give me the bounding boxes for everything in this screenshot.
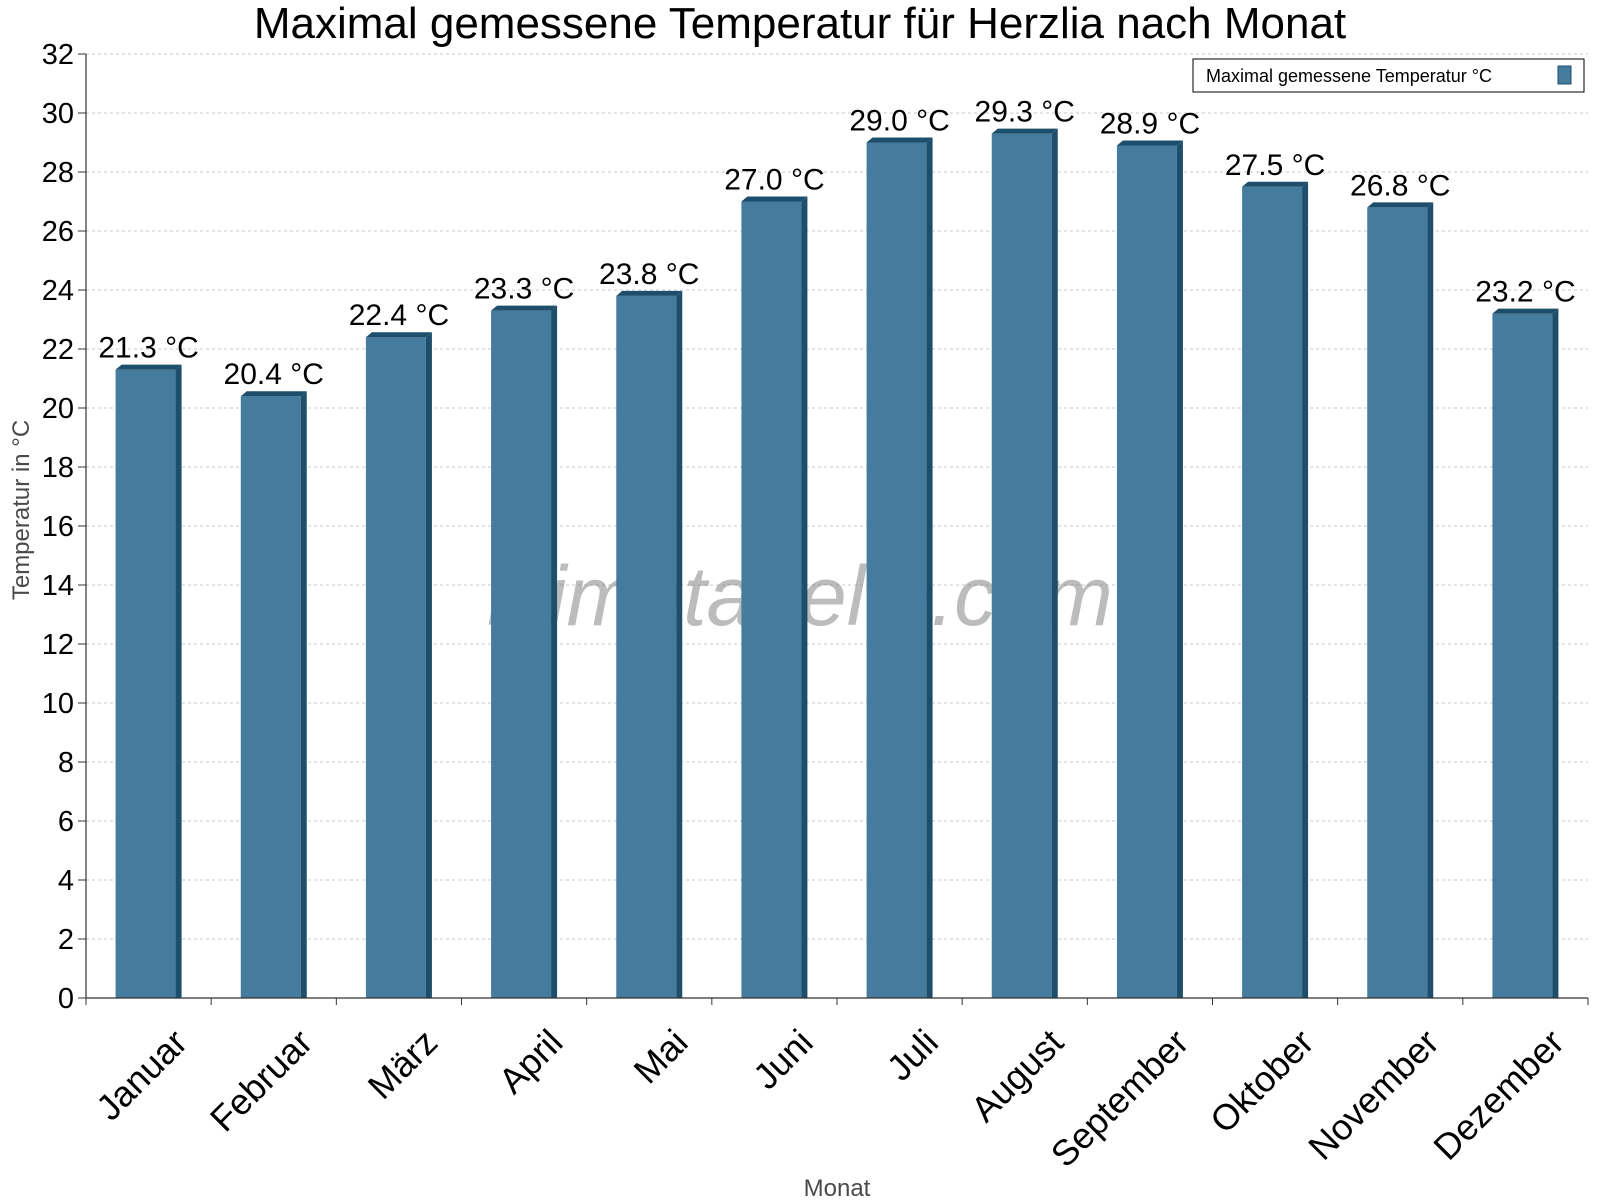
- bar-side: [926, 137, 933, 998]
- bar: [741, 201, 802, 998]
- x-tick-label: März: [360, 1021, 446, 1107]
- bar-top: [1242, 181, 1309, 187]
- bar-side: [425, 332, 432, 998]
- bar-side: [1302, 181, 1309, 998]
- y-tick-label: 6: [58, 806, 74, 838]
- data-label: 27.0 °C: [724, 164, 824, 197]
- bar: [1367, 207, 1428, 998]
- bar-side: [1051, 128, 1058, 998]
- bar-top: [115, 364, 182, 370]
- y-tick-label: 18: [42, 452, 74, 484]
- bar-top: [365, 332, 432, 338]
- x-tick-label: Dezember: [1425, 1021, 1571, 1167]
- y-tick-label: 28: [42, 157, 74, 189]
- y-tick-label: 8: [58, 747, 74, 779]
- bar-top: [1367, 202, 1434, 208]
- y-tick-label: 26: [42, 216, 74, 248]
- x-tick-label: November: [1300, 1021, 1446, 1167]
- bar-side: [175, 364, 182, 998]
- bar: [365, 337, 426, 998]
- data-label: 29.0 °C: [849, 105, 949, 138]
- bar-top: [491, 305, 558, 311]
- bar-side: [1552, 308, 1559, 999]
- data-label: 23.3 °C: [474, 273, 574, 306]
- y-tick-label: 16: [42, 511, 74, 543]
- x-axis-label: Monat: [804, 1175, 871, 1200]
- bar-top: [1116, 140, 1183, 146]
- legend-label: Maximal gemessene Temperatur °C: [1206, 66, 1492, 86]
- y-tick-label: 20: [42, 393, 74, 425]
- bar: [240, 396, 301, 998]
- bar-top: [616, 290, 683, 296]
- bar: [1492, 313, 1553, 999]
- bar: [491, 310, 552, 998]
- data-label: 29.3 °C: [975, 96, 1075, 129]
- bar-top: [1492, 308, 1559, 314]
- y-axis-label: Temperatur in °C: [8, 420, 35, 600]
- y-tick-label: 10: [42, 688, 74, 720]
- data-label: 27.5 °C: [1225, 149, 1325, 182]
- y-tick-label: 32: [42, 39, 74, 71]
- bar: [1116, 145, 1177, 998]
- bar-side: [1176, 140, 1183, 998]
- data-label: 21.3 °C: [98, 332, 198, 365]
- y-tick-label: 30: [42, 98, 74, 130]
- bar-top: [866, 137, 933, 143]
- x-tick-label: Juli: [879, 1021, 946, 1088]
- data-label: 20.4 °C: [224, 358, 324, 391]
- grid-lines: [86, 53, 1588, 940]
- legend-box: [1192, 58, 1585, 93]
- bar-side: [551, 305, 558, 998]
- data-label: 23.2 °C: [1475, 276, 1575, 309]
- legend: Maximal gemessene Temperatur °C: [1192, 58, 1585, 93]
- bar: [1242, 186, 1303, 998]
- y-tick-label: 14: [42, 570, 74, 602]
- bar-side: [300, 391, 307, 998]
- x-tick-label: Mai: [626, 1021, 696, 1091]
- chart-title: Maximal gemessene Temperatur für Herzlia…: [254, 0, 1346, 48]
- y-tick-label: 24: [42, 275, 74, 307]
- bar: [866, 142, 927, 998]
- x-tick-label: August: [963, 1021, 1071, 1129]
- x-tick-label: Oktober: [1202, 1021, 1322, 1141]
- y-tick-label: 12: [42, 629, 74, 661]
- bar-top: [991, 128, 1058, 134]
- legend-swatch: [1557, 65, 1572, 85]
- y-tick-label: 2: [58, 924, 74, 956]
- data-labels: 21.3 °C 20.4 °C 22.4 °C 23.3 °C 23.8 °C 27.0 …: [98, 96, 1575, 392]
- y-tick-label: 22: [42, 334, 74, 366]
- y-tick-label: 0: [58, 983, 74, 1015]
- x-tick-label: September: [1043, 1021, 1197, 1175]
- bar-side: [1427, 202, 1434, 998]
- bar: [616, 295, 677, 998]
- x-tick-label: Januar: [88, 1021, 195, 1128]
- data-label: 23.8 °C: [599, 258, 699, 291]
- bar: [991, 133, 1052, 998]
- bar-top: [741, 196, 808, 202]
- bar-side: [676, 290, 683, 998]
- bar: [115, 369, 176, 998]
- y-tick-label: 4: [58, 865, 74, 897]
- x-tick-label: April: [490, 1021, 570, 1101]
- bar-side: [801, 196, 808, 998]
- x-tick-label: Juni: [745, 1021, 821, 1097]
- data-label: 28.9 °C: [1100, 107, 1200, 140]
- bar-top: [240, 391, 307, 397]
- data-label: 22.4 °C: [349, 299, 449, 332]
- data-label: 26.8 °C: [1350, 169, 1450, 202]
- bars: [115, 128, 1559, 999]
- x-tick-label: Februar: [202, 1021, 320, 1139]
